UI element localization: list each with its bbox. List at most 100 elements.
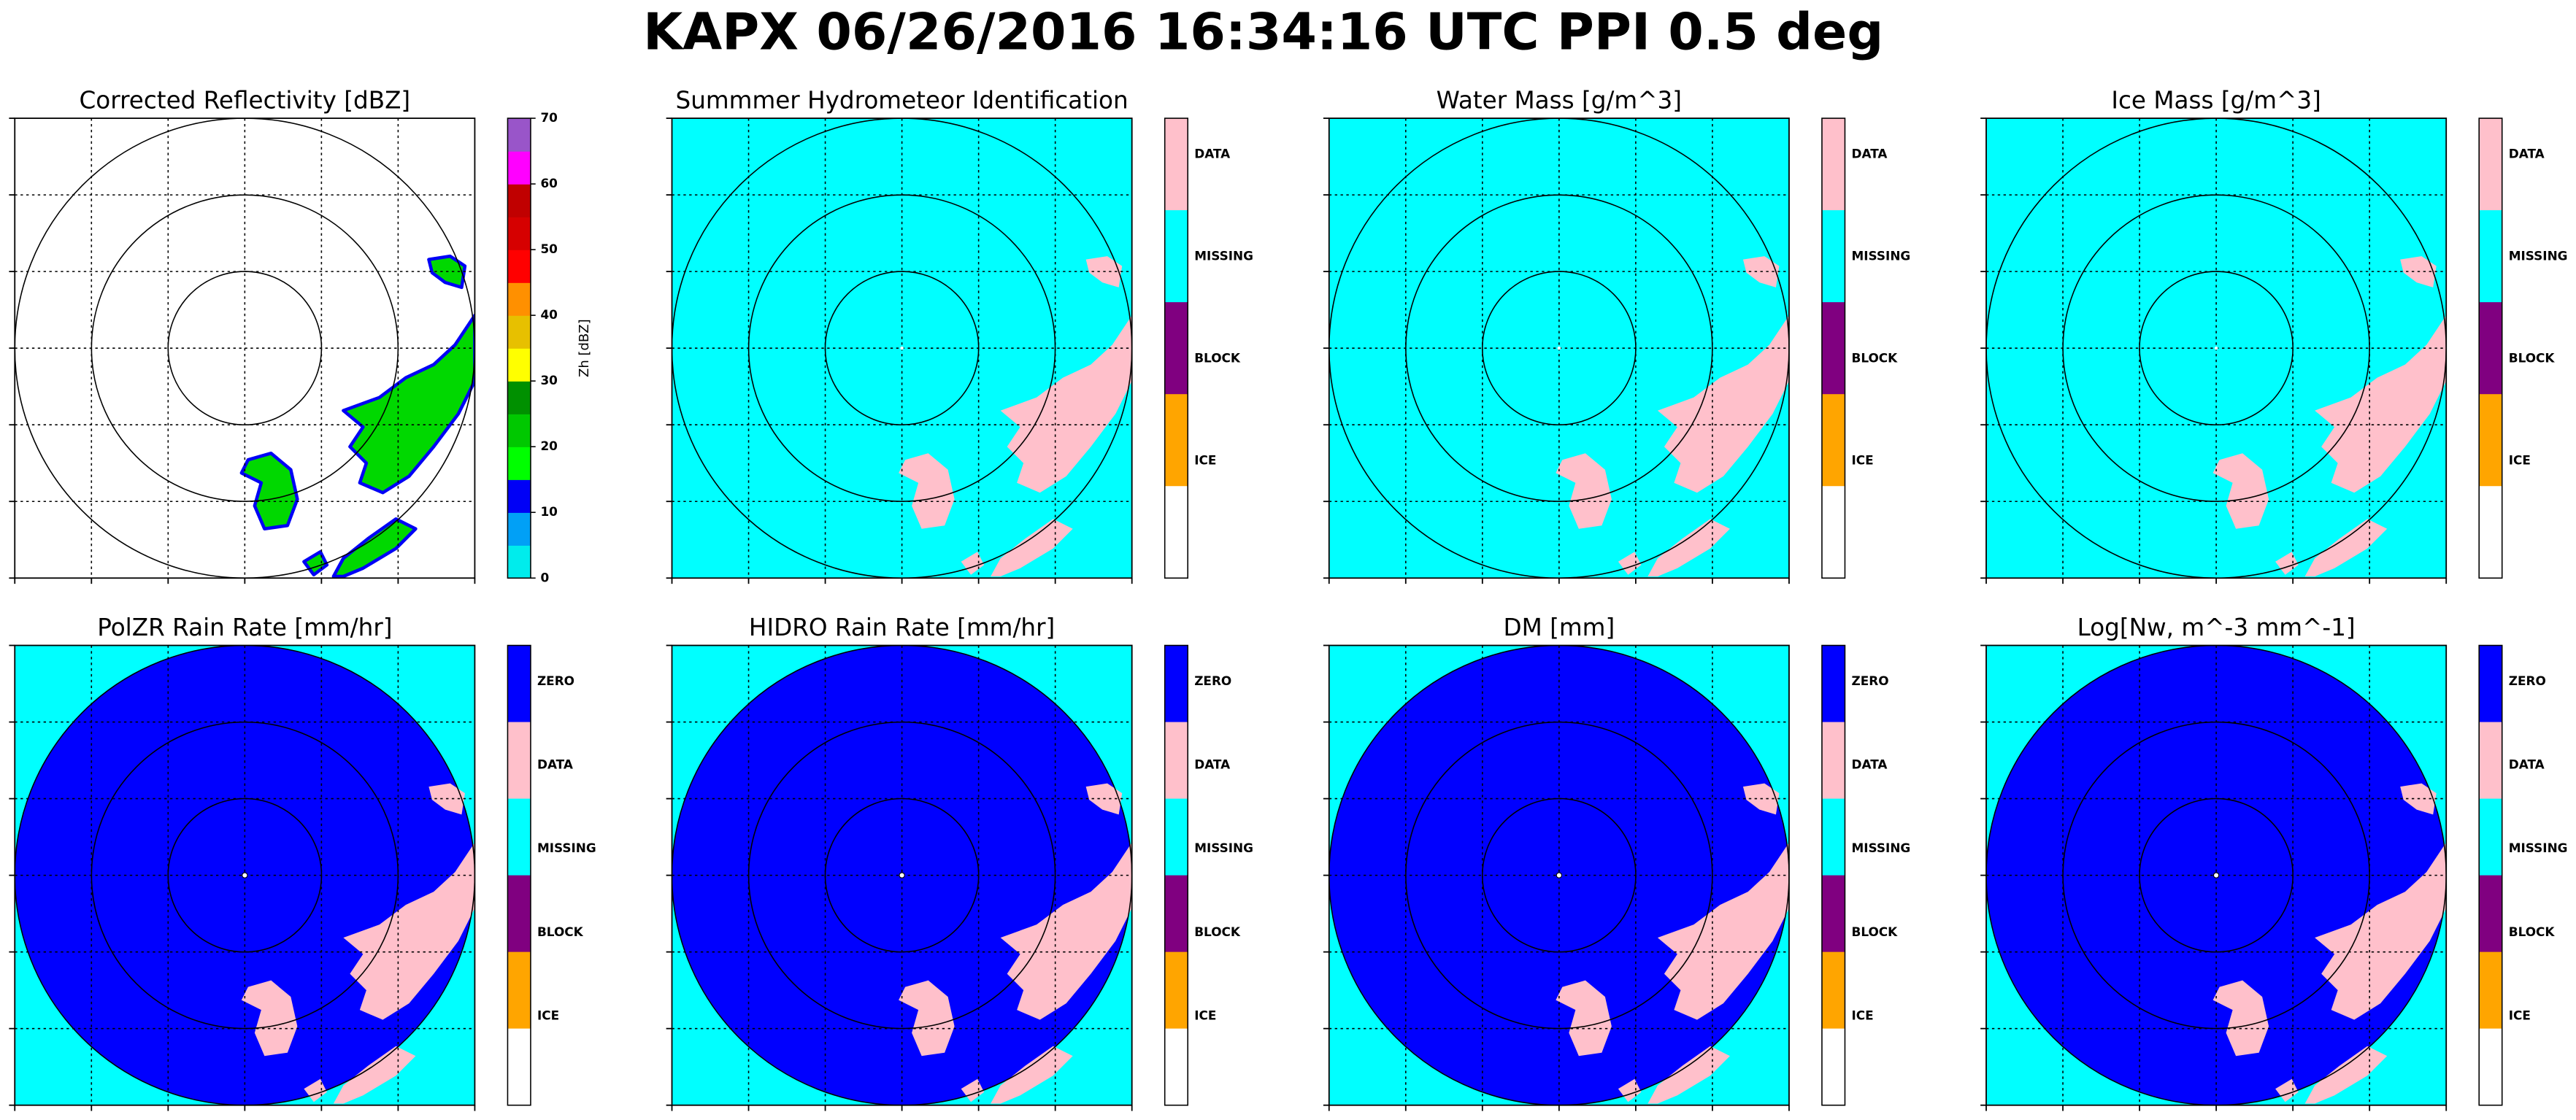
colorbar-segment: [1164, 798, 1188, 876]
colorbar-segment: [1821, 722, 1845, 800]
echo: [343, 842, 475, 1020]
colorbar-segment: [1821, 1028, 1845, 1106]
panel-title: Log[Nw, m^-3 mm^-1]: [2077, 614, 2356, 641]
range-ring: [747, 721, 1056, 1030]
echoes: [2212, 783, 2447, 1104]
colorbar-segment: [1164, 210, 1188, 303]
colorbar-label: ZERO: [1194, 673, 1231, 688]
echoes: [899, 783, 1132, 1104]
colorbar-bin: [507, 414, 531, 447]
colorbar-bin: [507, 381, 531, 414]
echo: [239, 451, 299, 530]
range-ring: [1405, 721, 1713, 1030]
colorbar-segment: [1164, 118, 1188, 211]
echoes: [2212, 256, 2447, 577]
echo: [2212, 453, 2269, 529]
colorbar-label: ZERO: [537, 673, 574, 688]
range-ring: [91, 721, 399, 1030]
colorbar-label: ZERO: [1851, 673, 1888, 688]
colorbar-label: MISSING: [2509, 249, 2568, 263]
colorbar-tick-label: 0: [540, 570, 549, 584]
panel-title: Water Mass [g/m^3]: [1437, 87, 1682, 115]
echo: [2304, 1046, 2388, 1104]
panel: Log[Nw, m^-3 mm^-1] ZERO DATA MISSING BLOCK I…: [1980, 614, 2568, 1111]
colorbar-segment: [1164, 302, 1188, 395]
colorbar-label: DATA: [537, 757, 573, 772]
colorbar-segment: [1821, 875, 1845, 953]
colorbar-label: ICE: [537, 1008, 559, 1022]
panel: Ice Mass [g/m^3] DATA MISSING BLOCK ICE: [1980, 87, 2568, 584]
colorbar-segment: [2479, 1028, 2502, 1106]
colorbar-label: Zh [dBZ]: [577, 319, 592, 377]
range-ring: [2062, 721, 2370, 1030]
colorbar-segment: [1164, 1028, 1188, 1106]
range-ring: [824, 797, 980, 953]
range-ring: [1481, 797, 1637, 953]
echoes: [899, 256, 1132, 577]
range-ring: [2139, 797, 2294, 953]
echoes: [1556, 256, 1789, 577]
echo: [1657, 315, 1789, 493]
colorbar-tick-label: 60: [540, 176, 557, 190]
range-ring: [747, 194, 1056, 502]
colorbar-tick-label: 10: [540, 504, 557, 519]
colorbar-segment: [1821, 798, 1845, 876]
plot-area: [672, 645, 1132, 1105]
colorbar-bin: [507, 512, 531, 546]
echoes: [1556, 783, 1789, 1104]
echo: [1648, 1046, 1730, 1104]
colorbar-bin: [507, 447, 531, 480]
echo: [899, 453, 955, 529]
radar-site: [242, 872, 248, 878]
colorbar-segment: [1164, 875, 1188, 953]
radar-site: [899, 872, 905, 878]
colorbar-frame: [507, 117, 531, 579]
echo: [342, 313, 475, 495]
plot-area: [15, 118, 475, 579]
plot-area: [1986, 118, 2447, 579]
colorbar-segment: [2479, 486, 2502, 579]
colorbar-bin: [507, 282, 531, 316]
colorbar-segment: [1164, 951, 1188, 1030]
radar-site: [2212, 872, 2220, 878]
echoes: [239, 254, 475, 579]
colorbar-label: MISSING: [537, 841, 596, 855]
panel-title: DM [mm]: [1504, 614, 1615, 641]
colorbar-bin: [507, 250, 531, 283]
colorbar-label: DATA: [2509, 147, 2545, 161]
colorbar-segment: [1164, 722, 1188, 800]
colorbar-tick-label: 50: [540, 242, 557, 256]
colorbar-segment: [2479, 118, 2502, 211]
plot-area: [1329, 118, 1789, 579]
colorbar-frame: [1821, 117, 1846, 579]
panel-title: PolZR Rain Rate [mm/hr]: [97, 614, 392, 641]
colorbar-tick-label: 30: [540, 373, 557, 387]
colorbar-segment: [1821, 118, 1845, 211]
colorbar-segment: [1821, 302, 1845, 395]
colorbar-segment: [507, 645, 531, 723]
colorbar-label: ICE: [2509, 1008, 2531, 1022]
colorbar-label: MISSING: [1851, 249, 1910, 263]
echo: [2304, 519, 2388, 577]
range-ring: [1481, 271, 1637, 426]
panel-title: Summmer Hydrometeor Identification: [676, 87, 1129, 115]
echo: [1657, 842, 1789, 1020]
colorbar-label: BLOCK: [2509, 351, 2556, 366]
colorbar-bin: [507, 348, 531, 382]
range-ring: [2139, 271, 2294, 426]
colorbar-frame: [1821, 644, 1846, 1106]
colorbar-segment: [2479, 722, 2502, 800]
colorbar-label: MISSING: [1851, 841, 1910, 855]
echoes: [241, 783, 475, 1104]
colorbar-frame: [507, 644, 531, 1106]
colorbar-bin: [507, 315, 531, 349]
echo: [1000, 842, 1132, 1020]
colorbar-label: ICE: [1194, 1008, 1216, 1022]
colorbar-bin: [507, 184, 531, 217]
colorbar-label: BLOCK: [1851, 924, 1898, 939]
panel: HIDRO Rain Rate [mm/hr] ZERO DATA MISSING BL…: [666, 614, 1253, 1111]
colorbar-label: ICE: [2509, 453, 2531, 468]
panel: Corrected Reflectivity [dBZ] 0 10 20 30 40 50 6…: [9, 87, 592, 584]
range-ring: [91, 194, 399, 502]
